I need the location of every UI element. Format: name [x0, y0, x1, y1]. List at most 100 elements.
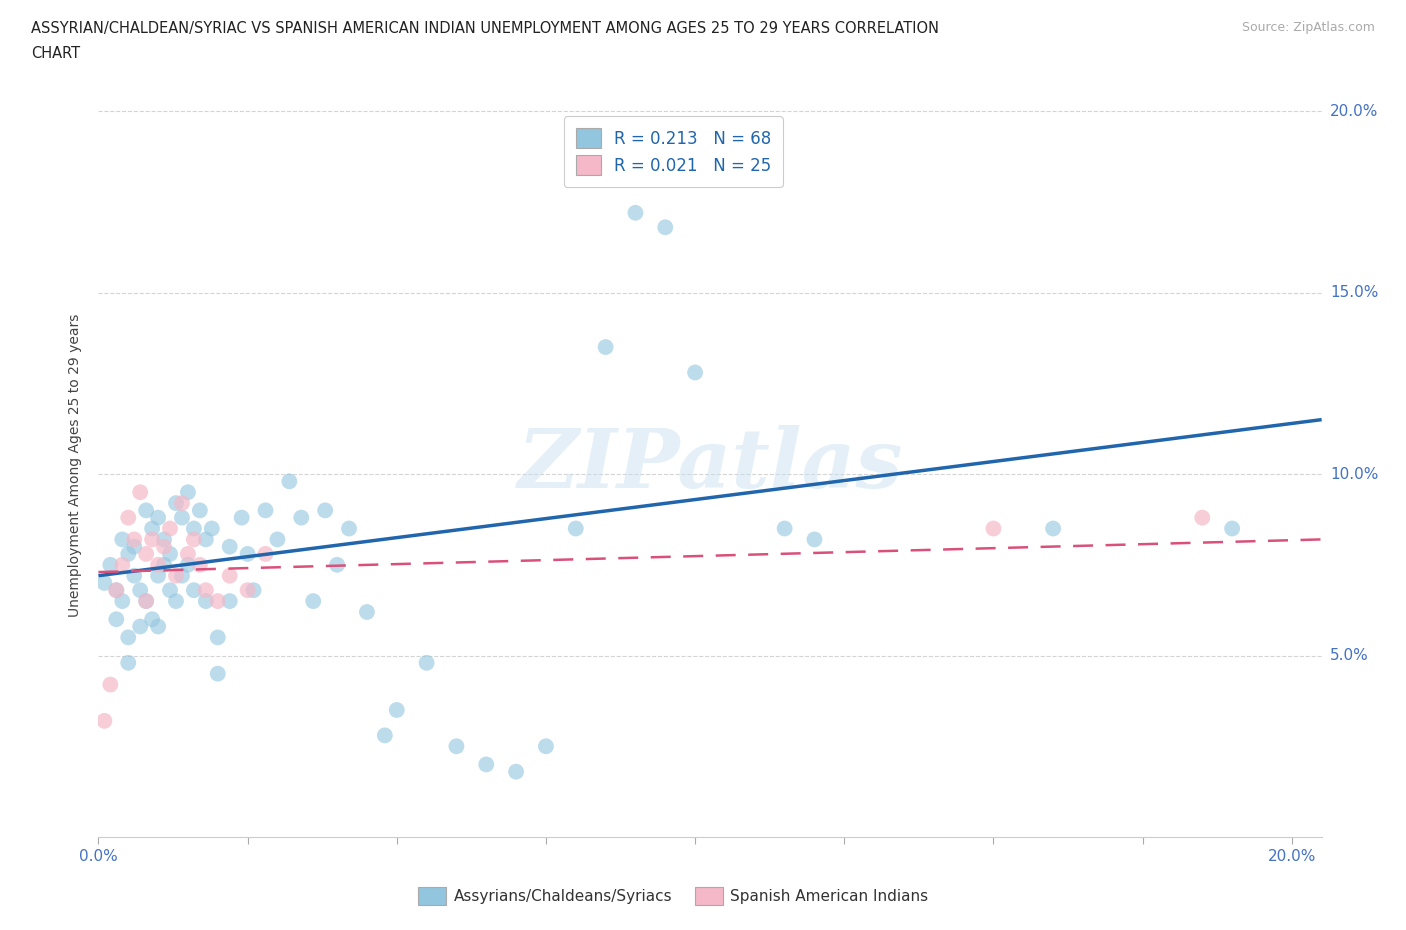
Point	[111, 557, 134, 572]
Point	[218, 539, 240, 554]
Point	[111, 593, 134, 608]
Point	[135, 593, 157, 608]
Point	[146, 511, 169, 525]
Point	[356, 604, 378, 619]
Point	[183, 521, 205, 536]
Point	[177, 485, 200, 499]
Point	[135, 547, 157, 562]
Point	[446, 738, 468, 753]
Point	[374, 728, 396, 743]
Point	[337, 521, 360, 536]
Point	[105, 583, 128, 598]
Point	[201, 521, 224, 536]
Point	[505, 764, 527, 779]
Point	[803, 532, 825, 547]
Point	[254, 547, 277, 562]
Point	[159, 583, 181, 598]
Point	[146, 557, 169, 572]
Point	[207, 666, 229, 681]
Point	[983, 521, 1005, 536]
Point	[683, 365, 706, 379]
Point	[177, 547, 200, 562]
Point	[165, 568, 187, 583]
Text: ASSYRIAN/CHALDEAN/SYRIAC VS SPANISH AMERICAN INDIAN UNEMPLOYMENT AMONG AGES 25 T: ASSYRIAN/CHALDEAN/SYRIAC VS SPANISH AMER…	[31, 21, 939, 36]
Point	[153, 539, 176, 554]
Point	[188, 503, 211, 518]
Point	[122, 539, 145, 554]
Point	[415, 656, 437, 671]
Point	[534, 738, 557, 753]
Point	[93, 576, 115, 591]
Text: Source: ZipAtlas.com: Source: ZipAtlas.com	[1241, 21, 1375, 34]
Point	[654, 219, 676, 234]
Legend: Assyrians/Chaldeans/Syriacs, Spanish American Indians: Assyrians/Chaldeans/Syriacs, Spanish Ame…	[412, 882, 935, 911]
Point	[165, 593, 187, 608]
Point	[98, 677, 121, 692]
Point	[146, 568, 169, 583]
Point	[236, 583, 259, 598]
Point	[117, 656, 139, 671]
Point	[129, 485, 152, 499]
Y-axis label: Unemployment Among Ages 25 to 29 years: Unemployment Among Ages 25 to 29 years	[69, 313, 83, 617]
Point	[141, 612, 163, 627]
Point	[385, 702, 408, 717]
Point	[117, 630, 139, 644]
Point	[159, 521, 181, 536]
Point	[122, 568, 145, 583]
Point	[326, 557, 349, 572]
Point	[170, 511, 193, 525]
Text: 15.0%: 15.0%	[1330, 286, 1378, 300]
Point	[135, 503, 157, 518]
Point	[170, 568, 193, 583]
Point	[1220, 521, 1243, 536]
Point	[129, 619, 152, 634]
Point	[117, 547, 139, 562]
Point	[141, 521, 163, 536]
Point	[146, 619, 169, 634]
Text: 20.0%: 20.0%	[1330, 103, 1378, 119]
Point	[218, 568, 240, 583]
Text: 10.0%: 10.0%	[1330, 467, 1378, 482]
Point	[111, 532, 134, 547]
Point	[207, 593, 229, 608]
Point	[170, 496, 193, 511]
Point	[207, 630, 229, 644]
Point	[117, 511, 139, 525]
Point	[231, 511, 253, 525]
Point	[153, 532, 176, 547]
Point	[135, 593, 157, 608]
Point	[194, 593, 217, 608]
Point	[236, 547, 259, 562]
Point	[624, 206, 647, 220]
Point	[278, 474, 301, 489]
Point	[188, 557, 211, 572]
Point	[129, 583, 152, 598]
Point	[194, 532, 217, 547]
Point	[314, 503, 336, 518]
Point	[595, 339, 617, 354]
Text: CHART: CHART	[31, 46, 80, 60]
Point	[1191, 511, 1213, 525]
Point	[565, 521, 588, 536]
Point	[1042, 521, 1064, 536]
Point	[105, 583, 128, 598]
Point	[218, 593, 240, 608]
Point	[165, 496, 187, 511]
Point	[302, 593, 325, 608]
Point	[254, 503, 277, 518]
Point	[194, 583, 217, 598]
Point	[183, 532, 205, 547]
Point	[266, 532, 288, 547]
Point	[153, 557, 176, 572]
Text: ZIPatlas: ZIPatlas	[517, 425, 903, 505]
Point	[183, 583, 205, 598]
Point	[141, 532, 163, 547]
Point	[93, 713, 115, 728]
Point	[105, 612, 128, 627]
Point	[242, 583, 264, 598]
Point	[98, 557, 121, 572]
Text: 5.0%: 5.0%	[1330, 648, 1368, 663]
Point	[475, 757, 498, 772]
Point	[177, 557, 200, 572]
Point	[122, 532, 145, 547]
